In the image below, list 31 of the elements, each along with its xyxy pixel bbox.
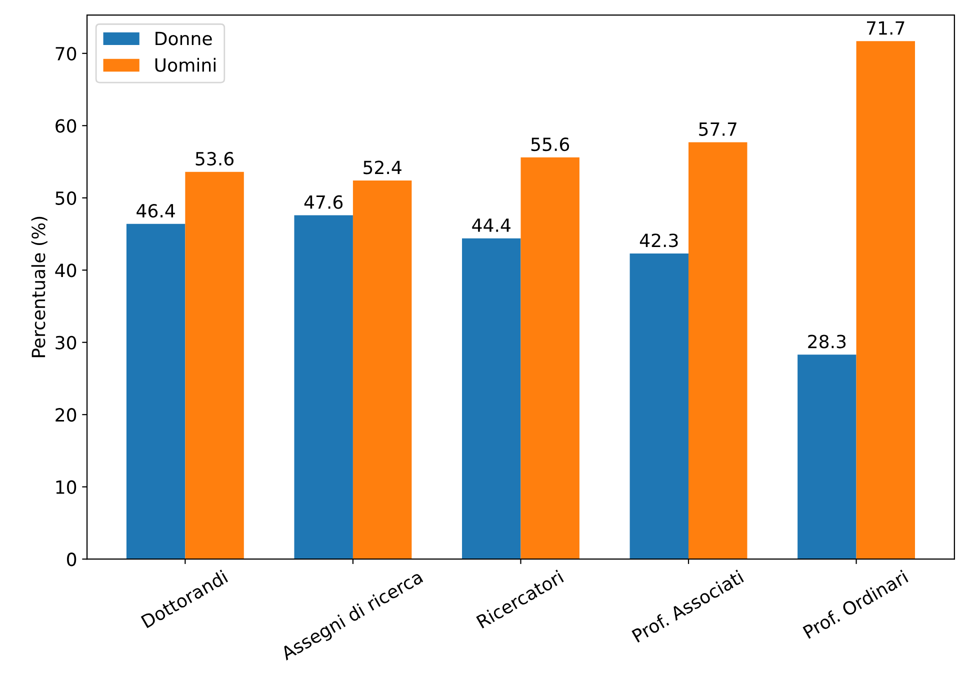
data-label: 42.3 bbox=[640, 234, 678, 248]
y-tick-label: 60 bbox=[56, 119, 76, 133]
y-tick-label: 30 bbox=[56, 336, 76, 350]
bar bbox=[126, 224, 186, 560]
y-tick-label: 40 bbox=[55, 264, 76, 278]
bar bbox=[352, 180, 412, 560]
data-label: 55.6 bbox=[531, 137, 570, 152]
bar bbox=[520, 157, 580, 560]
data-label: 46.4 bbox=[136, 204, 175, 218]
y-tick-label: 50 bbox=[56, 191, 76, 205]
bar bbox=[462, 238, 521, 560]
bar bbox=[688, 142, 748, 560]
data-label: 28.3 bbox=[808, 334, 846, 348]
data-label: 71.7 bbox=[867, 21, 904, 35]
y-tick-label: 70 bbox=[56, 46, 76, 60]
y-tick-label: 10 bbox=[56, 480, 76, 494]
bar bbox=[856, 41, 915, 560]
bar bbox=[630, 253, 689, 560]
bar bbox=[185, 172, 244, 560]
data-label: 47.6 bbox=[304, 195, 343, 209]
y-axis-title: Percentuale (%) bbox=[31, 216, 48, 358]
bar bbox=[798, 354, 856, 560]
data-label: 57.7 bbox=[699, 122, 736, 136]
bar bbox=[294, 215, 353, 560]
data-label: 53.6 bbox=[196, 152, 234, 166]
y-tick-label: 20 bbox=[56, 408, 76, 422]
legend-label: Donne bbox=[156, 32, 212, 46]
data-label: 44.4 bbox=[472, 218, 510, 232]
legend-label: Uomini bbox=[155, 58, 216, 72]
data-label: 52.4 bbox=[364, 160, 402, 174]
y-tick-label: 0 bbox=[67, 552, 76, 566]
